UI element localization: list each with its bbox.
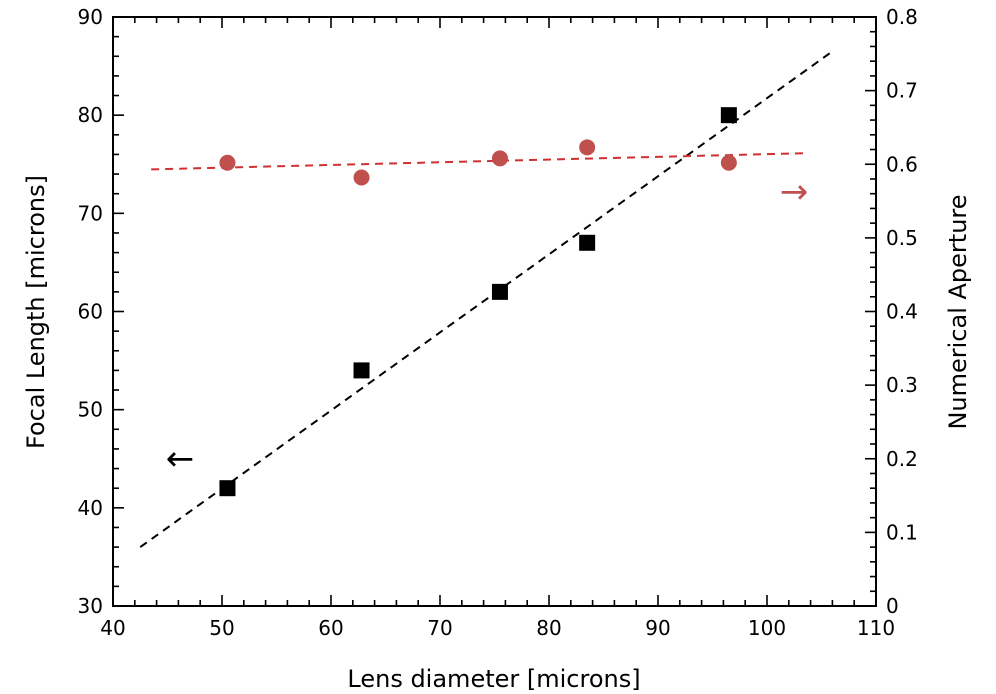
y-right-tick-label: 0.1 [886, 520, 918, 544]
x-tick-label: 60 [318, 616, 343, 640]
numerical-aperture-point [219, 154, 236, 171]
x-axis-title: Lens diameter [microns] [347, 665, 640, 693]
focal-length-point [353, 362, 370, 379]
y-left-tick-label: 30 [78, 594, 103, 618]
left-axis-arrow: ← [166, 439, 195, 479]
y-right-tick-label: 0 [886, 594, 899, 618]
data-points [219, 107, 737, 497]
x-tick-label: 40 [100, 616, 125, 640]
x-tick-label: 90 [645, 616, 670, 640]
y-right-tick-label: 0.4 [886, 300, 918, 324]
y-right-tick-label: 0.7 [886, 79, 918, 103]
focal-length-point [579, 234, 596, 251]
y-left-tick-label: 80 [78, 103, 103, 127]
y-left-tick-label: 70 [78, 201, 103, 225]
focal-length-point [491, 283, 508, 300]
numerical-aperture-point [579, 139, 596, 156]
focal-length-point [720, 107, 737, 124]
y-left-axis-title: Focal Length [microns] [22, 175, 50, 449]
numerical-aperture-point [720, 154, 737, 171]
focal-length-fit-line [139, 50, 833, 548]
tick-labels: 40 50 60 70 80 90 100 1103040506070809000.10.20… [78, 5, 918, 640]
y-right-tick-label: 0.2 [886, 447, 918, 471]
right-axis-arrow: → [780, 172, 809, 212]
y-right-tick-label: 0.5 [886, 226, 918, 250]
y-right-axis-title: Numerical Aperture [944, 194, 972, 429]
numerical-aperture-point [491, 150, 508, 167]
x-tick-label: 110 [857, 616, 895, 640]
x-tick-label: 100 [748, 616, 786, 640]
x-tick-label: 80 [536, 616, 561, 640]
x-tick-label: 70 [427, 616, 452, 640]
fit-lines [139, 50, 833, 548]
y-left-tick-label: 60 [78, 300, 103, 324]
ticks [112, 16, 877, 607]
y-right-tick-label: 0.6 [886, 152, 918, 176]
x-tick-label: 50 [209, 616, 234, 640]
y-right-tick-label: 0.8 [886, 5, 918, 29]
plot-frame [112, 16, 877, 607]
y-left-tick-label: 90 [78, 5, 103, 29]
numerical-aperture-point [353, 169, 370, 186]
y-right-tick-label: 0.3 [886, 373, 918, 397]
focal-length-point [219, 480, 236, 497]
numerical-aperture-fit-line [151, 152, 806, 171]
y-left-tick-label: 50 [78, 398, 103, 422]
y-left-tick-label: 40 [78, 496, 103, 520]
